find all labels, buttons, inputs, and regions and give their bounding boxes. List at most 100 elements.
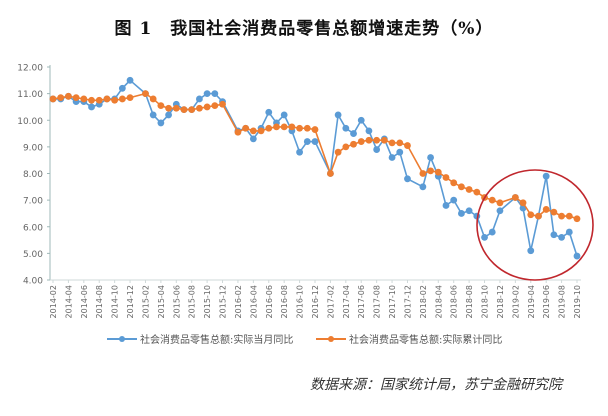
y-tick-label: 12.00 [17,64,43,74]
x-tick-label: 2016-08 [280,285,289,318]
data-point-0 [419,183,427,191]
data-point-0 [450,196,458,204]
data-point-0 [303,138,311,145]
x-tick-label: 2016-12 [311,285,320,318]
data-point-1 [427,167,434,175]
x-tick-label: 2016-10 [296,285,305,318]
legend-item-cumulative: 社会消费品零售总额:实际累计同比 [316,331,502,346]
data-point-1 [488,196,496,204]
data-point-1 [126,94,134,102]
x-tick-label: 2016-04 [249,285,258,318]
data-point-1 [65,92,72,100]
data-point-0 [165,111,172,119]
x-tick-label: 2014-04 [64,285,73,318]
data-point-1 [357,138,365,145]
legend-marker-blue [107,335,137,342]
series-line-1 [52,92,578,220]
data-point-1 [465,186,473,193]
y-tick-label: 5.00 [23,250,43,260]
data-point-1 [249,127,257,135]
data-point-0 [149,111,157,119]
data-point-1 [365,136,373,144]
x-tick-label: 2018-06 [450,285,459,318]
data-point-1 [550,208,558,216]
data-point-1 [380,136,388,144]
y-tick-label: 8.00 [23,170,43,180]
data-point-0 [88,103,95,111]
data-point-1 [211,102,219,110]
data-point-1 [273,123,280,131]
x-tick-label: 2018-04 [434,285,443,318]
data-point-1 [303,124,311,132]
data-point-0 [350,130,357,137]
x-tick-label: 2019-02 [511,285,520,318]
x-tick-label: 2015-04 [157,285,166,318]
data-point-1 [373,136,381,144]
y-tick-label: 7.00 [23,197,43,207]
y-tick-label: 6.00 [23,223,43,233]
data-point-1 [80,95,88,103]
data-point-1 [72,94,80,102]
data-point-1 [234,128,242,136]
data-point-0 [458,210,465,217]
data-point-1 [442,174,450,181]
data-point-1 [265,124,273,132]
data-point-1 [404,142,411,149]
data-point-1 [558,212,565,220]
x-tick-label: 2017-12 [403,285,412,318]
data-point-1 [535,212,542,220]
data-point-1 [111,96,119,104]
data-point-0 [296,148,303,156]
x-tick-label: 2018-12 [496,285,505,318]
data-point-0 [265,108,273,116]
data-point-0 [196,95,203,103]
data-point-0 [388,154,396,161]
data-point-1 [188,106,196,113]
data-point-0 [550,231,558,239]
data-point-1 [388,139,396,147]
data-source: 数据来源：国家统计局，苏宁金融研究院 [310,377,562,393]
data-point-1 [527,211,535,219]
x-tick-label: 2014-08 [95,285,104,318]
x-tick-label: 2018-10 [481,285,490,318]
data-point-0 [404,175,411,183]
y-tick-label: 4.00 [23,277,43,287]
data-point-0 [203,90,211,98]
data-point-1 [496,199,504,207]
x-tick-label: 2017-06 [357,285,366,318]
data-point-0 [334,111,342,119]
data-point-1 [327,170,334,177]
data-point-0 [357,116,365,124]
data-point-0 [342,124,350,132]
x-tick-label: 2014-06 [80,285,89,318]
x-tick-label: 2019-10 [573,285,582,318]
data-point-1 [311,126,319,133]
data-point-0 [157,119,165,127]
x-tick-label: 2019-04 [527,285,536,318]
data-point-1 [142,90,149,98]
highlight-circle [476,169,594,281]
x-tick-label: 2017-04 [342,285,351,318]
x-tick-label: 2018-08 [465,285,474,318]
data-point-1 [103,95,111,103]
data-point-1 [280,123,288,131]
legend-item-monthly: 社会消费品零售总额:实际当月同比 [107,331,293,346]
x-tick-label: 2014-12 [126,285,135,318]
legend-label: 社会消费品零售总额:实际当月同比 [140,335,294,346]
y-tick-label: 9.00 [23,143,43,153]
legend-label: 社会消费品零售总额:实际累计同比 [349,335,503,346]
x-tick-label: 2018-02 [419,285,428,318]
data-point-0 [373,146,381,153]
data-point-1 [219,100,226,108]
data-point-1 [242,124,250,132]
data-point-1 [350,140,357,148]
x-tick-label: 2019-08 [558,285,567,318]
data-point-1 [88,96,95,104]
data-point-1 [519,199,527,207]
data-point-0 [249,135,257,143]
y-tick-label: 11.00 [17,90,43,100]
data-point-0 [427,154,434,161]
data-point-1 [95,96,103,104]
data-point-1 [342,143,350,151]
